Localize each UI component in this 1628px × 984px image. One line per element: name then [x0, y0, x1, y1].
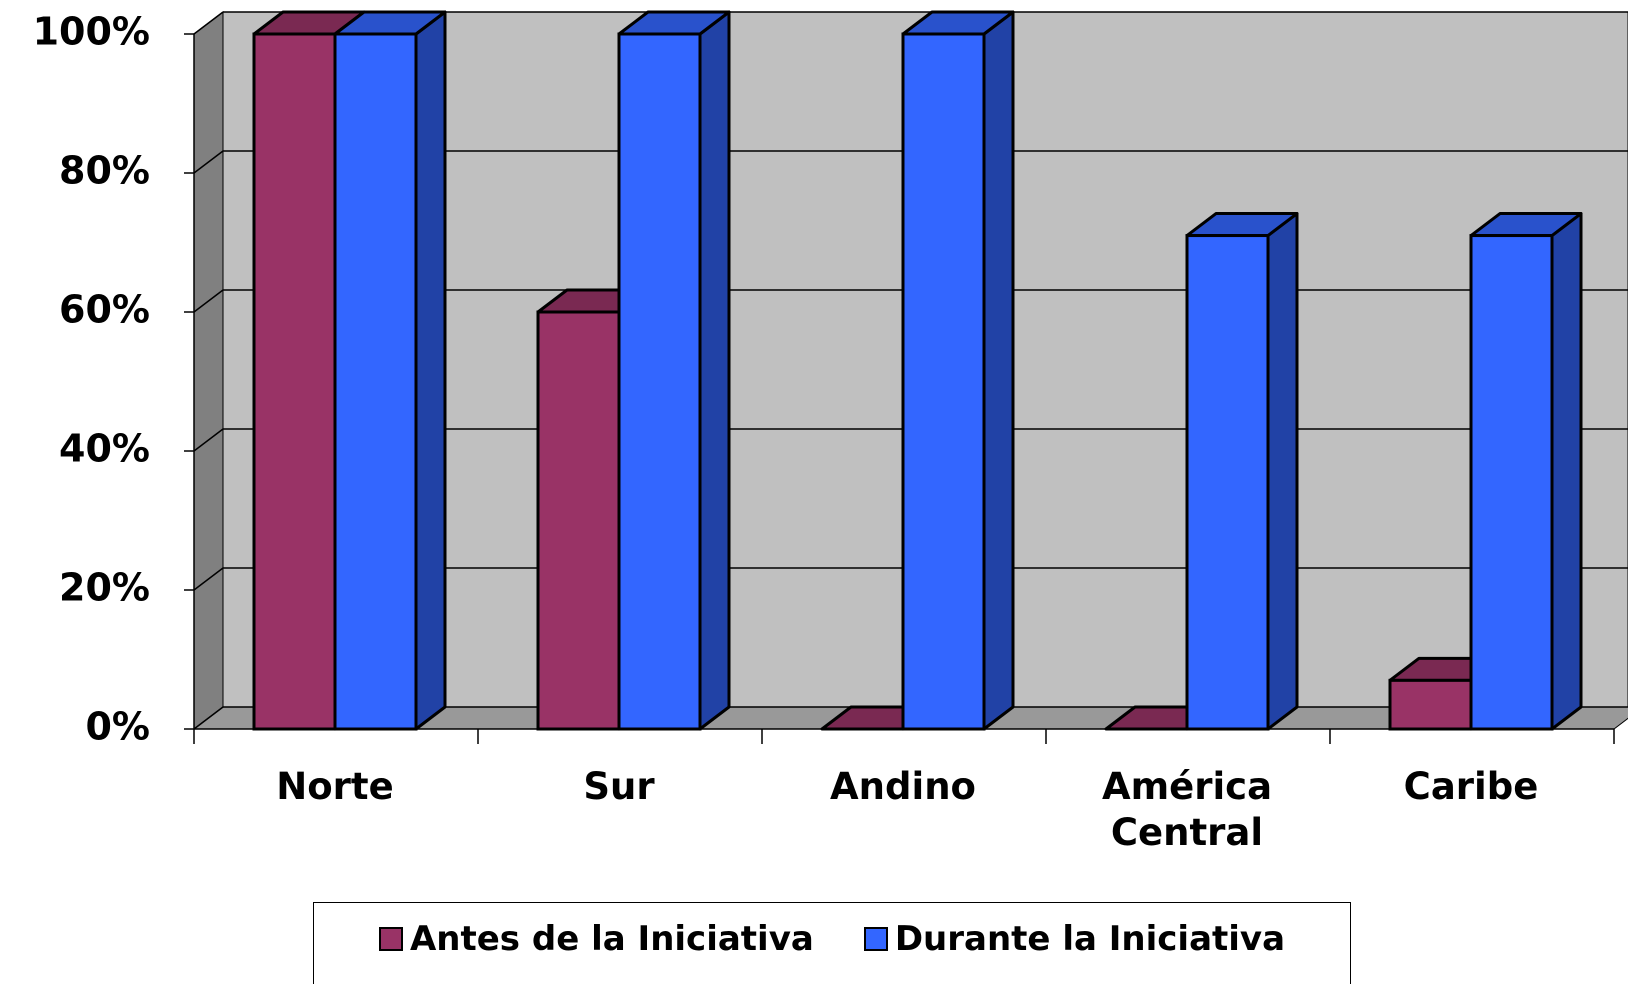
- y-tick-label: 40%: [59, 427, 150, 471]
- x-tick-label: Sur: [583, 765, 655, 808]
- bar: [901, 10, 1015, 731]
- x-tick-label: Norte: [276, 765, 394, 808]
- x-tick-label: Andino: [830, 765, 976, 808]
- bar-side: [698, 10, 731, 731]
- legend-swatch: [863, 927, 888, 951]
- bar: [617, 10, 731, 731]
- bar-front: [1185, 234, 1270, 731]
- x-tick-label: Caribe: [1403, 765, 1539, 808]
- bar-side: [1550, 212, 1583, 731]
- legend-item: Antes de la Iniciativa: [378, 919, 814, 959]
- grid-line-side: [193, 567, 224, 591]
- y-tick-label: 100%: [33, 10, 150, 54]
- grid-line-side: [193, 11, 224, 35]
- bar-front: [536, 310, 621, 731]
- legend-item: Durante la Iniciativa: [863, 919, 1286, 959]
- y-tick-label: 0%: [85, 705, 150, 749]
- bar-side: [414, 10, 447, 731]
- bar: [333, 10, 447, 731]
- bar-front: [1469, 234, 1554, 731]
- bar-side: [1266, 212, 1299, 731]
- y-tick-label: 20%: [59, 566, 150, 610]
- x-tick-label: América Central: [1101, 765, 1273, 854]
- grid-line-side: [193, 289, 224, 313]
- y-tick-label: 60%: [59, 288, 150, 332]
- grid-line-side: [193, 428, 224, 452]
- grid-line-side: [193, 706, 224, 730]
- y-tick-label: 80%: [59, 149, 150, 193]
- grid-line-side: [193, 150, 224, 174]
- side-wall: [193, 10, 224, 731]
- legend-swatch: [378, 927, 403, 951]
- bar-front: [901, 32, 986, 731]
- bar-front: [252, 32, 337, 731]
- legend-label: Antes de la Iniciativa: [409, 919, 814, 959]
- bar-side: [982, 10, 1015, 731]
- bar-front: [333, 32, 418, 731]
- legend-label: Durante la Iniciativa: [894, 919, 1286, 959]
- bar-front: [1388, 678, 1473, 731]
- bar-front: [617, 32, 702, 731]
- bar: [1185, 212, 1299, 731]
- bar: [1469, 212, 1583, 731]
- legend: Antes de la Iniciativa Durante la Iniciat…: [313, 902, 1351, 984]
